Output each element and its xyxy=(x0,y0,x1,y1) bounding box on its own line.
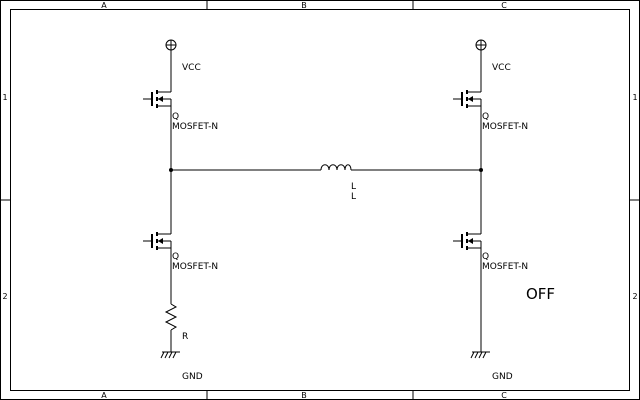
q4-ref-label: Q xyxy=(482,252,489,262)
q4-value-label: MOSFET-N xyxy=(482,262,528,272)
mosfet-q3-icon xyxy=(453,90,482,170)
column-label-b-top: B xyxy=(301,1,307,10)
inductor-ref-label: L xyxy=(351,182,356,192)
vcc-label-right: VCC xyxy=(492,63,511,73)
inductor-l-icon xyxy=(171,164,481,171)
row-label-1-right: 1 xyxy=(632,93,637,102)
ground-left-icon xyxy=(160,351,180,359)
row-label-2-right: 2 xyxy=(632,292,637,301)
q3-value-label: MOSFET-N xyxy=(482,122,528,132)
column-label-c-top: C xyxy=(501,1,507,10)
q3-ref-label: Q xyxy=(482,112,489,122)
mosfet-q1-icon xyxy=(143,90,172,170)
inductor-value-label: L xyxy=(351,192,356,202)
mosfet-q2-icon xyxy=(143,170,172,304)
q2-value-label: MOSFET-N xyxy=(172,262,218,272)
gnd-label-right: GND xyxy=(492,372,513,382)
q2-ref-label: Q xyxy=(172,252,179,262)
status-label: OFF xyxy=(526,285,555,303)
q1-ref-label: Q xyxy=(172,112,179,122)
vcc-symbol-left-icon xyxy=(165,39,177,90)
resistor-ref-label: R xyxy=(182,332,188,342)
column-label-c-bottom: C xyxy=(501,391,507,400)
column-label-a-bottom: A xyxy=(101,391,107,400)
column-label-b-bottom: B xyxy=(301,391,307,400)
mosfet-q4-icon xyxy=(453,170,482,352)
q1-value-label: MOSFET-N xyxy=(172,122,218,132)
column-label-a-top: A xyxy=(101,1,107,10)
row-label-2-left: 2 xyxy=(2,292,7,301)
gnd-label-left: GND xyxy=(182,372,203,382)
row-label-1-left: 1 xyxy=(2,93,7,102)
ground-right-icon xyxy=(470,351,490,359)
vcc-symbol-right-icon xyxy=(475,39,487,90)
vcc-label-left: VCC xyxy=(182,63,201,73)
resistor-r-icon xyxy=(164,303,178,352)
